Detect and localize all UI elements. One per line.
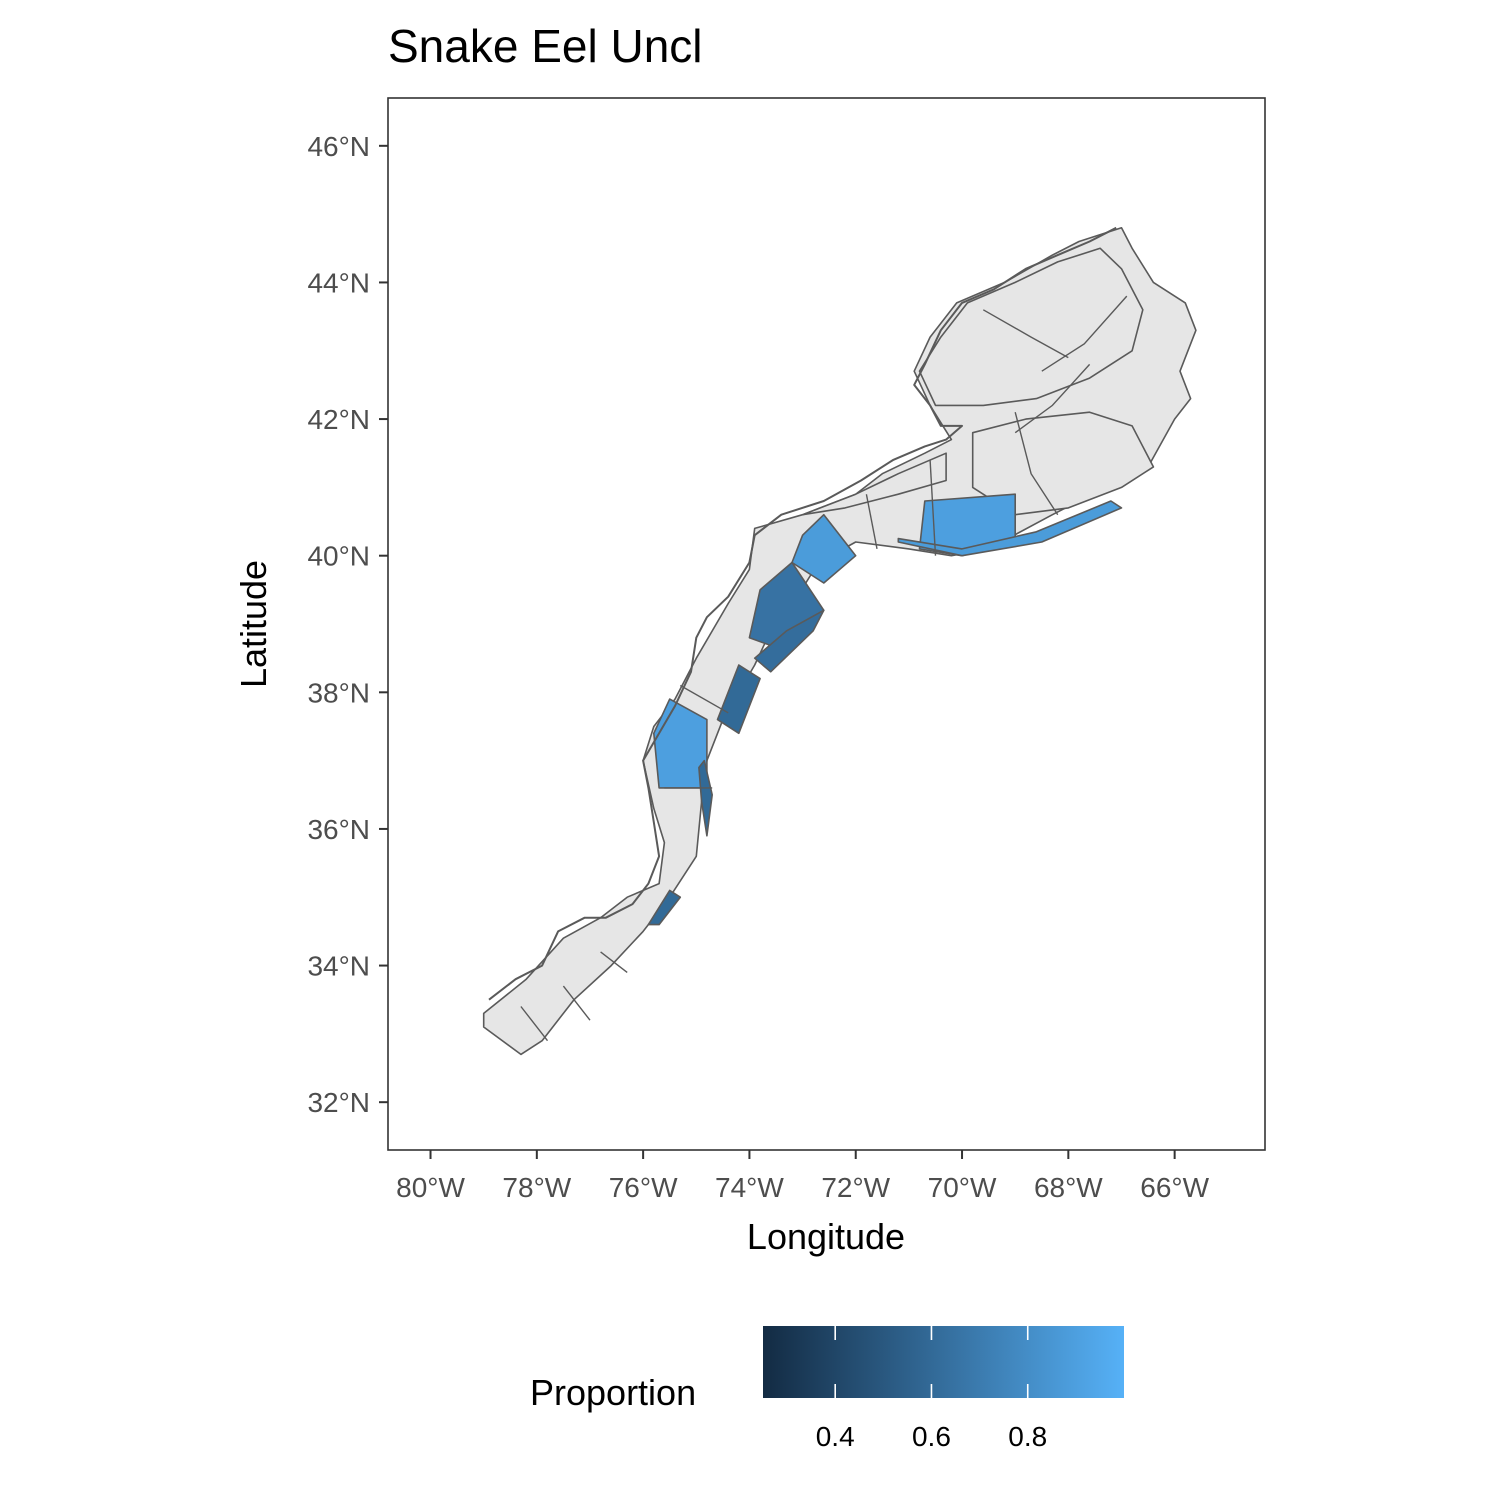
stratum-boundary-3 (1014, 363, 1091, 434)
stratum-boundary-2 (1014, 412, 1059, 516)
stratum-boundary-4 (1041, 295, 1128, 372)
x-tick-label: 76°W (609, 1172, 678, 1203)
legend-tick-label: 0.8 (1008, 1421, 1047, 1452)
region-hatteras-sliver (647, 889, 682, 926)
stratum-boundary-1 (929, 460, 937, 556)
legend-tick-label: 0.4 (816, 1421, 855, 1452)
legend-title: Proportion (530, 1372, 696, 1413)
stratum-boundary-10 (600, 951, 628, 973)
x-tick-label: 70°W (928, 1172, 997, 1203)
y-tick-label: 38°N (307, 677, 370, 708)
coastline (488, 226, 1117, 1001)
stratum-boundary-0 (865, 494, 878, 550)
x-tick-label: 80°W (396, 1172, 465, 1203)
region-southern-new-england-inner (801, 452, 947, 516)
x-tick-label: 66°W (1140, 1172, 1209, 1203)
x-tick-label: 78°W (502, 1172, 571, 1203)
region-gulf-of-maine (918, 247, 1144, 407)
y-axis-ticks: 32°N 34°N 36°N 38°N 40°N 42°N 44°N 46°N (307, 131, 388, 1118)
region-hudson-canyon-stratum (791, 513, 857, 584)
legend-colorbar (763, 1326, 1124, 1398)
stratum-boundary-9 (520, 1006, 549, 1042)
y-tick-label: 44°N (307, 267, 370, 298)
legend: Proportion 0.4 0.6 0.8 (530, 1326, 1124, 1452)
x-axis-label: Longitude (747, 1216, 905, 1257)
stratum-boundary-8 (562, 985, 591, 1021)
chart-title: Snake Eel Uncl (388, 20, 703, 72)
map-layer (482, 226, 1197, 1056)
region-delmarva-shelf-edge (716, 664, 761, 735)
x-tick-label: 74°W (715, 1172, 784, 1203)
y-tick-label: 36°N (307, 814, 370, 845)
y-tick-label: 42°N (307, 404, 370, 435)
region-shelf-edge-sliver (897, 500, 1123, 557)
x-tick-label: 68°W (1034, 1172, 1103, 1203)
y-tick-label: 46°N (307, 131, 370, 162)
region-virginia-sliver (698, 759, 713, 837)
y-axis-label: Latitude (233, 560, 274, 688)
stratum-boundary-5 (982, 309, 1069, 359)
y-tick-label: 34°N (307, 951, 370, 982)
stratum-boundary-7 (679, 684, 729, 714)
region-nj-outer-stratum (753, 609, 825, 673)
x-tick-label: 72°W (821, 1172, 890, 1203)
x-axis-ticks: 80°W 78°W 76°W 74°W 72°W 70°W 68°W 66°W (396, 1150, 1210, 1203)
legend-ticks: 0.4 0.6 0.8 (816, 1326, 1047, 1452)
legend-tick-label: 0.6 (912, 1421, 951, 1452)
y-tick-label: 40°N (307, 541, 370, 572)
y-tick-label: 32°N (307, 1087, 370, 1118)
